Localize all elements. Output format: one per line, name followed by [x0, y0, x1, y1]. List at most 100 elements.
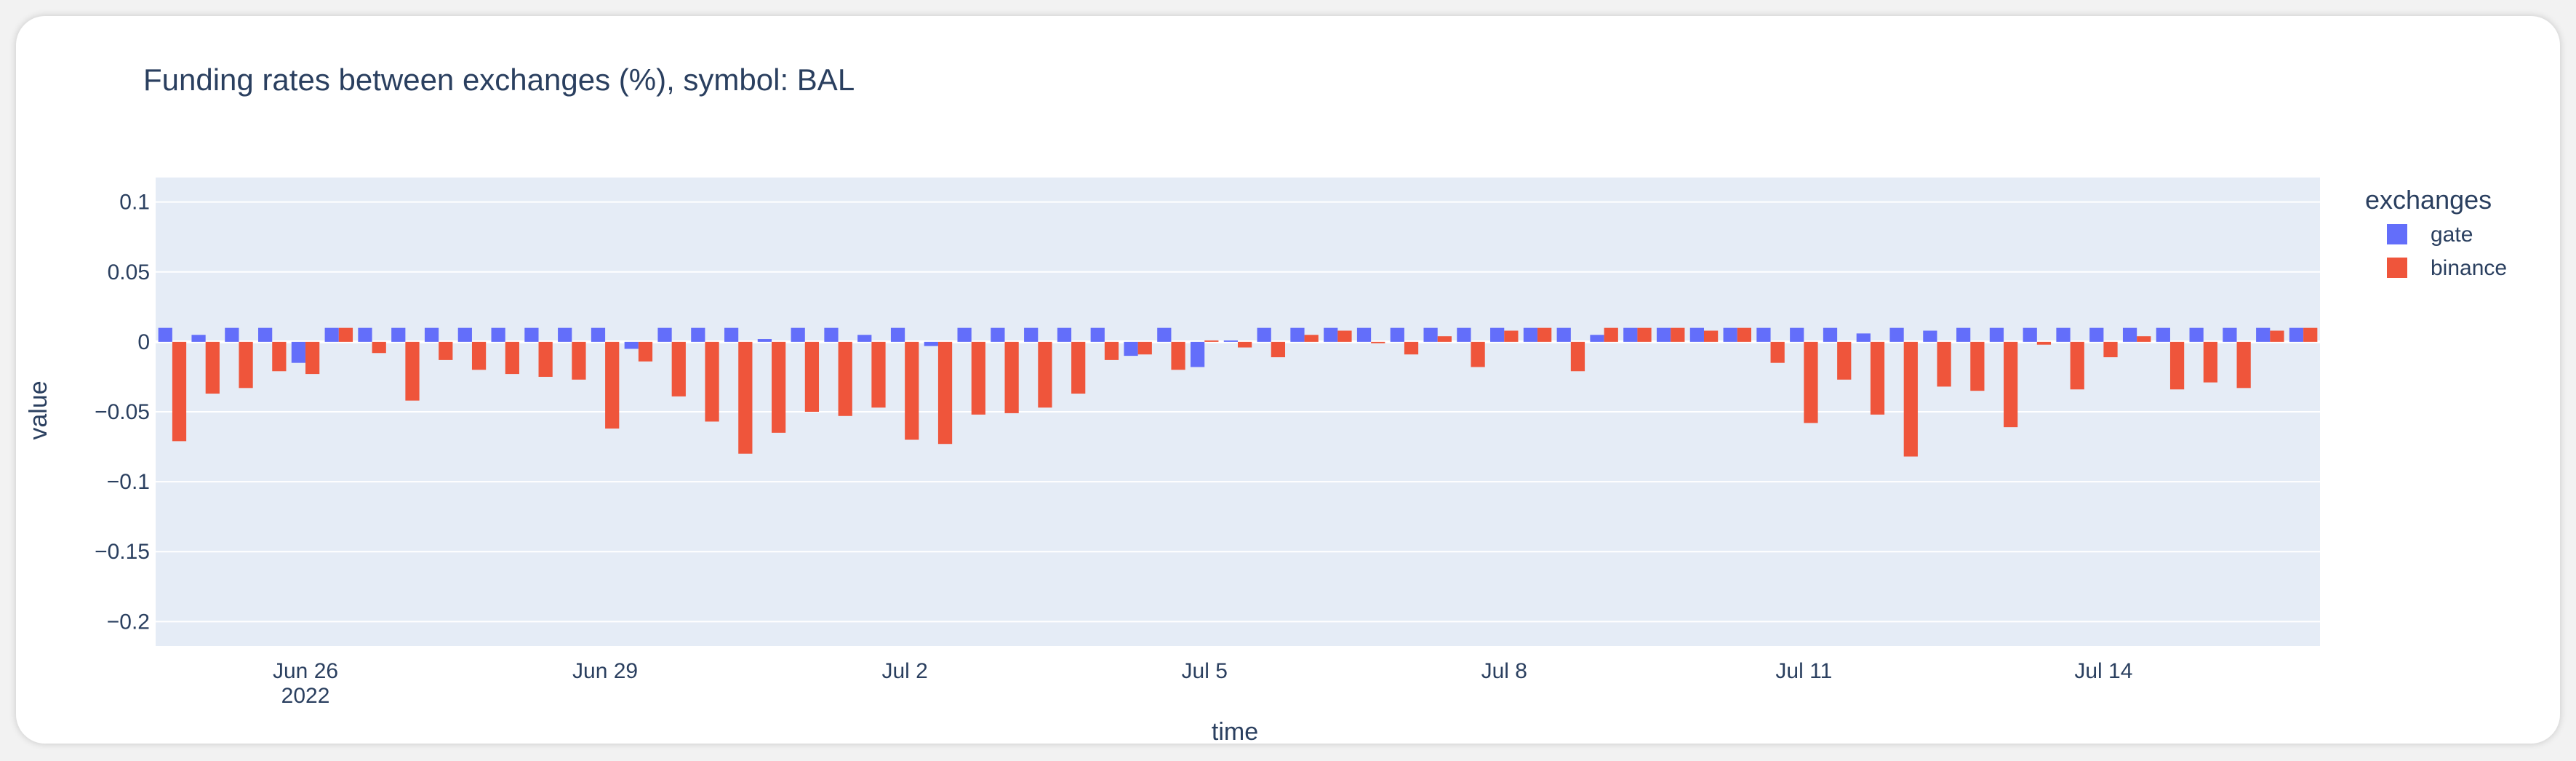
bar-gate [191, 335, 206, 342]
bar-gate [1223, 340, 1238, 342]
bar-binance [572, 341, 586, 380]
bar-binance [372, 341, 386, 354]
legend-swatch-gate[interactable] [2387, 224, 2407, 244]
bar-binance [2137, 336, 2151, 342]
bar-binance [772, 341, 786, 433]
chart-card: Funding rates between exchanges (%), sym… [16, 16, 2560, 744]
x-tick-label: Jul 11 [1775, 659, 1832, 683]
bar-binance [205, 341, 220, 394]
bar-gate [2256, 327, 2271, 342]
bar-binance [2270, 330, 2284, 342]
bar-gate [1723, 327, 1737, 342]
bar-gate [890, 327, 905, 342]
bar-binance [971, 341, 985, 415]
bar-binance [838, 341, 852, 416]
bar-binance [1937, 341, 1951, 387]
y-tick-label: 0.05 [108, 260, 150, 284]
bar-binance [671, 341, 686, 397]
x-tick-label: Jun 29 [572, 659, 638, 683]
bar-binance [1104, 341, 1119, 360]
x-axis-title: time [1212, 718, 1258, 744]
bar-binance [804, 341, 820, 412]
bar-binance [1137, 341, 1152, 355]
x-tick-label: Jul 8 [1481, 659, 1527, 683]
bar-gate [524, 327, 539, 342]
bar-gate [558, 327, 572, 342]
bar-binance [1204, 340, 1219, 342]
bar-gate [358, 327, 372, 342]
y-tick-label: −0.15 [95, 540, 150, 564]
bar-binance [1371, 341, 1385, 343]
bar-gate [1556, 327, 1571, 342]
bar-gate [724, 327, 739, 342]
bars [158, 327, 2318, 457]
bar-gate [491, 327, 505, 342]
y-tick-label: 0.1 [119, 191, 150, 215]
bar-gate [624, 341, 639, 349]
bar-gate [1157, 327, 1172, 342]
chart-title: Funding rates between exchanges (%), sym… [143, 63, 855, 97]
y-axis-title: value [25, 380, 52, 439]
bar-gate [258, 327, 273, 342]
legend-label-binance[interactable]: binance [2431, 256, 2507, 280]
bar-binance [305, 341, 320, 375]
bar-gate [1290, 327, 1305, 342]
bar-binance [538, 341, 553, 377]
bar-binance [172, 341, 187, 442]
bar-binance [905, 341, 919, 440]
bar-gate [824, 327, 839, 342]
bar-binance [2303, 327, 2318, 342]
bar-gate [2223, 327, 2237, 342]
bar-binance [1837, 341, 1852, 380]
bar-gate [1090, 327, 1105, 342]
bar-binance [439, 341, 453, 360]
legend-label-gate[interactable]: gate [2431, 223, 2473, 247]
bar-gate [1423, 327, 1438, 342]
bar-binance [1637, 327, 1652, 342]
bar-binance [1504, 330, 1519, 342]
bar-gate [2156, 327, 2170, 342]
bar-gate [457, 327, 472, 342]
bar-binance [2070, 341, 2084, 390]
bar-binance [471, 341, 487, 370]
bar-gate [1923, 330, 1937, 342]
bar-gate [1024, 327, 1039, 342]
bar-binance [937, 341, 953, 445]
bar-gate [1623, 327, 1638, 342]
bar-binance [605, 341, 620, 429]
bar-gate [1390, 327, 1404, 342]
y-axis-ticks: 0.1 0.05 0 −0.05 −0.1 −0.15 −0.2 [95, 191, 150, 634]
bar-binance [239, 341, 253, 389]
x-tick-label: Jun 26 [273, 659, 338, 683]
bar-gate [158, 327, 172, 342]
bar-gate [757, 339, 772, 342]
bar-gate [1590, 335, 1604, 342]
bar-gate [291, 341, 306, 363]
bar-gate [1989, 327, 2004, 342]
bar-gate [1523, 327, 1538, 342]
bar-gate [1689, 327, 1704, 342]
y-tick-label: −0.1 [107, 470, 150, 494]
bar-binance [405, 341, 420, 401]
bar-binance [1271, 341, 1286, 358]
bar-gate [1889, 327, 1904, 342]
bar-gate [2023, 327, 2037, 342]
bar-binance [1004, 341, 1019, 413]
bar-gate [657, 327, 672, 342]
bar-binance [738, 341, 753, 454]
bar-binance [2169, 341, 2185, 390]
bar-binance [2203, 341, 2217, 383]
bar-gate [1956, 327, 1971, 342]
bar-binance [2036, 341, 2052, 345]
bar-binance [1071, 341, 1086, 394]
bar-binance [1671, 327, 1685, 342]
bar-binance [2103, 341, 2118, 358]
bar-gate [2089, 327, 2104, 342]
bar-binance [1870, 341, 1885, 415]
bar-binance [1804, 341, 1818, 423]
bar-binance [1337, 330, 1352, 342]
legend-swatch-binance[interactable] [2387, 258, 2407, 278]
y-tick-label: −0.05 [95, 400, 150, 424]
bar-binance [1404, 341, 1419, 355]
